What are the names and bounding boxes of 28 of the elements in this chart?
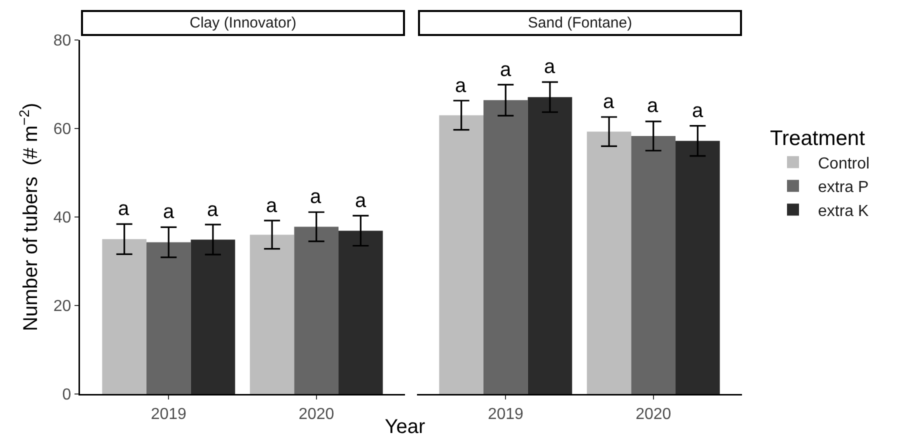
data-label: a	[455, 75, 467, 97]
x-axis-title: Year	[384, 416, 426, 438]
data-label: a	[500, 59, 512, 81]
data-label: a	[544, 56, 556, 78]
chart-title: Clay (Innovator)	[190, 14, 296, 32]
legend-title: Treatment	[770, 127, 866, 150]
data-label: a	[603, 91, 615, 113]
data-label: a	[163, 201, 175, 223]
y-tick-label: 20	[53, 298, 72, 316]
x-tick-label: 2019	[488, 406, 524, 423]
legend-label: Control	[818, 155, 870, 172]
x-tick-label: 2019	[150, 406, 187, 423]
data-label: a	[118, 198, 130, 220]
y-tick-label: 40	[53, 210, 72, 227]
x-tick-label: 2020	[298, 406, 334, 423]
data-label: a	[355, 190, 367, 212]
data-label: a	[266, 195, 278, 217]
chart-title: Sand (Fontane)	[528, 14, 632, 32]
y-tick-label: 0	[62, 386, 72, 404]
legend-label: extra K	[818, 202, 870, 220]
data-label: a	[647, 95, 659, 117]
data-label: a	[310, 186, 322, 208]
legend-label: extra P	[818, 179, 869, 196]
data-label: a	[207, 199, 219, 221]
data-label: a	[692, 100, 704, 122]
y-tick-label: 80	[53, 32, 72, 50]
x-tick-label: 2020	[636, 406, 672, 423]
y-tick-label: 60	[53, 121, 72, 138]
